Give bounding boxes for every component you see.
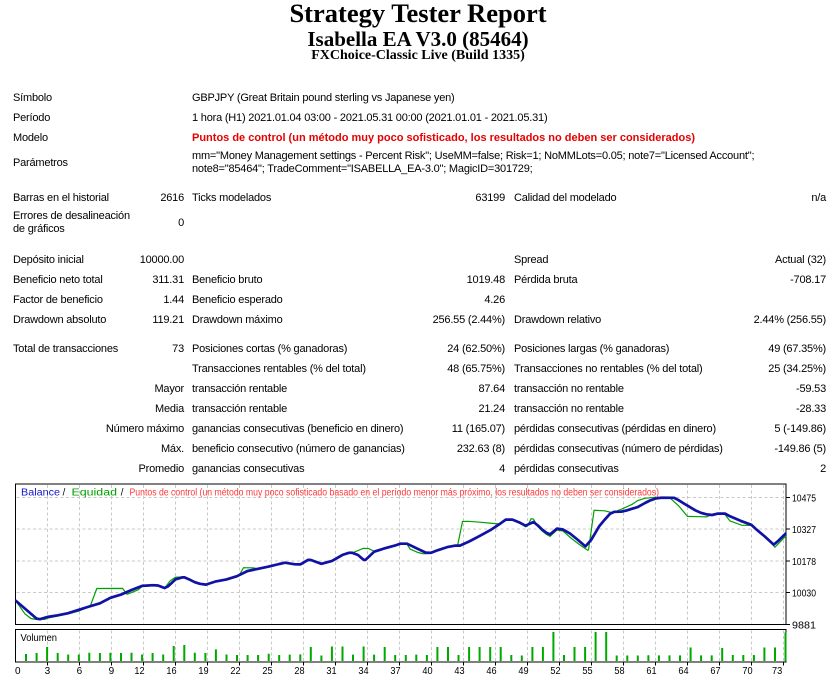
svg-text:16: 16 <box>166 666 177 677</box>
svg-text:61: 61 <box>646 666 657 677</box>
svg-text:31: 31 <box>326 666 337 677</box>
svg-text:40: 40 <box>422 666 433 677</box>
svg-text:6: 6 <box>77 666 83 677</box>
svg-text:9881: 9881 <box>792 621 816 632</box>
svg-text:67: 67 <box>710 666 721 677</box>
svg-text:22: 22 <box>230 666 241 677</box>
svg-text:34: 34 <box>358 666 369 677</box>
svg-text:73: 73 <box>772 666 783 677</box>
svg-text:10327: 10327 <box>792 525 816 536</box>
svg-text:12: 12 <box>134 666 145 677</box>
svg-text:25: 25 <box>262 666 273 677</box>
svg-text:9: 9 <box>109 666 115 677</box>
svg-text:58: 58 <box>614 666 625 677</box>
svg-text:46: 46 <box>486 666 497 677</box>
svg-text:28: 28 <box>294 666 305 677</box>
svg-text:3: 3 <box>45 666 51 677</box>
svg-text:43: 43 <box>454 666 465 677</box>
svg-text:37: 37 <box>390 666 401 677</box>
svg-text:52: 52 <box>550 666 561 677</box>
svg-text:Volumen: Volumen <box>21 633 58 644</box>
svg-text:19: 19 <box>198 666 209 677</box>
svg-text:Balance/Equidad/Puntos de cont: Balance / Equidad / Puntos de control (un mé… <box>21 488 659 499</box>
svg-text:55: 55 <box>582 666 593 677</box>
svg-text:70: 70 <box>742 666 753 677</box>
svg-text:10178: 10178 <box>792 557 816 568</box>
svg-text:10475: 10475 <box>792 493 816 504</box>
svg-text:0: 0 <box>15 666 21 677</box>
svg-text:10030: 10030 <box>792 589 816 600</box>
svg-text:49: 49 <box>518 666 529 677</box>
svg-text:64: 64 <box>678 666 689 677</box>
